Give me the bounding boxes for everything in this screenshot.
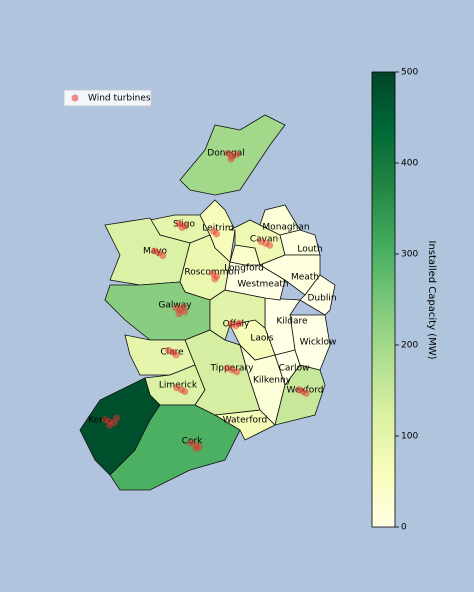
county-label: Westmeath bbox=[237, 280, 288, 290]
wind-turbine bbox=[178, 224, 186, 231]
wind-turbine bbox=[233, 150, 241, 158]
wind-turbine bbox=[192, 445, 200, 453]
colorbar-tick-label: 200 bbox=[401, 341, 418, 351]
colorbar-tick-label: 400 bbox=[401, 159, 418, 169]
legend-marker bbox=[71, 94, 79, 102]
county-label: Kildare bbox=[276, 317, 308, 327]
county-label: Kerry bbox=[88, 416, 112, 426]
county-label: Louth bbox=[297, 245, 322, 255]
legend-label: Wind turbines bbox=[88, 94, 151, 104]
county-label: Laois bbox=[250, 334, 274, 344]
wind-turbine bbox=[180, 303, 188, 311]
wind-turbine bbox=[233, 368, 241, 376]
county-label: Wicklow bbox=[300, 338, 337, 348]
wind-turbine bbox=[227, 155, 235, 163]
wind-turbine bbox=[266, 241, 274, 249]
colorbar-tick-label: 100 bbox=[401, 432, 418, 442]
wind-turbine bbox=[106, 421, 114, 429]
wind-turbine bbox=[113, 414, 121, 422]
colorbar-tick-label: 500 bbox=[401, 68, 418, 78]
county-label: Cavan bbox=[250, 235, 278, 245]
wind-turbine bbox=[213, 230, 221, 238]
county-label: Dublin bbox=[307, 294, 336, 304]
county-label: Longford bbox=[224, 264, 264, 274]
county-label: Monaghan bbox=[262, 223, 309, 233]
county-layer bbox=[79, 114, 336, 491]
wind-turbine bbox=[172, 351, 180, 359]
wind-turbine bbox=[302, 389, 310, 397]
colorbar bbox=[371, 71, 396, 528]
turbine-layer bbox=[101, 149, 310, 453]
wind-turbine bbox=[211, 275, 219, 283]
wind-turbine bbox=[175, 310, 183, 318]
colorbar-label: Installed Capacity (MW) bbox=[426, 241, 437, 360]
wind-turbine bbox=[235, 319, 243, 327]
county-label: Meath bbox=[291, 273, 319, 283]
county-label: Kilkenny bbox=[253, 376, 292, 386]
county bbox=[109, 404, 241, 491]
county bbox=[259, 204, 301, 236]
county-label: Carlow bbox=[279, 364, 310, 374]
county-label: Leitrim bbox=[202, 224, 233, 234]
colorbar-tick-label: 300 bbox=[401, 250, 418, 260]
county bbox=[299, 274, 336, 316]
wind-turbine bbox=[159, 252, 167, 260]
legend-box bbox=[63, 89, 152, 107]
county-label: Waterford bbox=[223, 416, 268, 426]
colorbar-tick-label: 0 bbox=[401, 523, 407, 533]
wind-turbine bbox=[181, 388, 189, 396]
